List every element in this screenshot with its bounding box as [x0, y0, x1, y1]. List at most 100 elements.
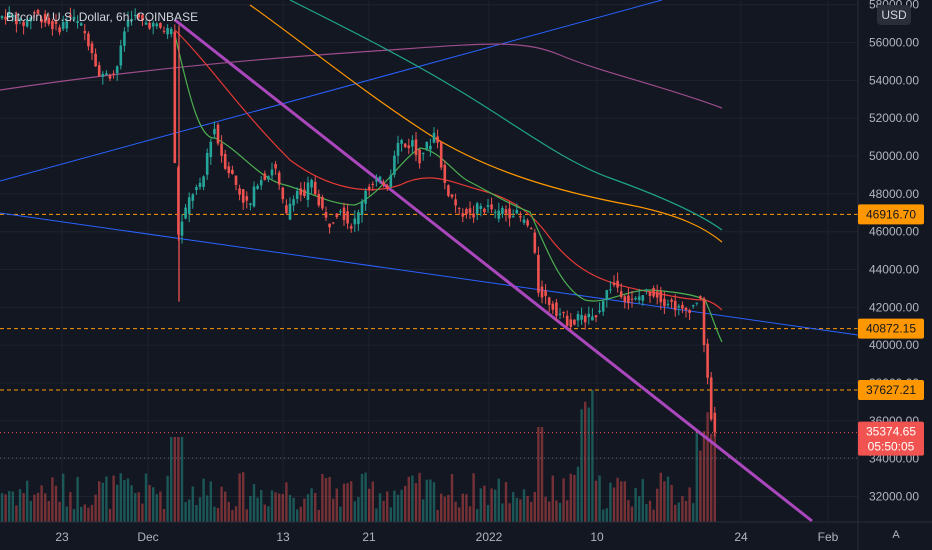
- candle-body: [159, 23, 162, 28]
- last-price-badge: [858, 421, 924, 456]
- trendline-blue-falling[interactable]: [0, 212, 859, 336]
- candle-body: [216, 124, 220, 144]
- candle-body: [249, 203, 252, 205]
- volume-bar: [339, 506, 342, 522]
- volume-bar: [148, 485, 151, 522]
- volume-bar: [551, 475, 554, 522]
- candle-body: [497, 210, 501, 219]
- candle-body: [270, 169, 274, 176]
- candle-body: [209, 141, 213, 158]
- volume-bar: [623, 481, 626, 522]
- candle-body: [641, 295, 645, 301]
- candle-body: [414, 139, 418, 156]
- candle-body: [580, 315, 583, 320]
- candle-body: [321, 196, 324, 209]
- volume-bar: [51, 477, 54, 522]
- candle-body: [353, 218, 357, 225]
- candle-body: [565, 315, 569, 326]
- grid-lines: [0, 0, 858, 522]
- candle-body: [616, 280, 619, 288]
- candle-body: [0, 16, 4, 18]
- y-tick-label: 56000.00: [869, 36, 919, 50]
- candle-body: [342, 207, 346, 220]
- candle-body: [360, 201, 364, 215]
- volume-bar: [26, 480, 29, 522]
- volume-bar: [177, 437, 180, 522]
- volume-bar: [281, 494, 284, 522]
- volume-bar: [94, 494, 97, 522]
- volume-bar: [418, 472, 421, 522]
- candle-body: [346, 211, 349, 224]
- candle-body: [130, 19, 133, 21]
- candle-body: [195, 187, 198, 190]
- volume-bar: [512, 492, 515, 522]
- candle-body: [670, 299, 673, 302]
- bar-countdown-label: 05:50:05: [868, 440, 915, 454]
- volume-bar: [166, 475, 169, 522]
- currency-button[interactable]: USD: [877, 5, 911, 25]
- volume-bar: [533, 491, 536, 522]
- candle-body: [313, 181, 317, 195]
- candle-body: [508, 208, 511, 219]
- x-tick-label: 2022: [476, 530, 503, 544]
- price-level-badge: [858, 318, 924, 339]
- volume-bar: [47, 501, 50, 522]
- volume-bar: [252, 484, 256, 522]
- candle-body: [198, 182, 202, 188]
- volume-bar: [663, 481, 666, 522]
- volume-bar: [396, 494, 400, 522]
- candle-body: [504, 209, 508, 214]
- price-level-label: 37627.21: [866, 383, 916, 397]
- candle-body: [263, 173, 267, 180]
- price-candles: [0, 6, 717, 437]
- volume-bar: [465, 494, 468, 522]
- candle-body: [562, 312, 565, 314]
- volume-bar: [486, 504, 490, 522]
- volume-bar: [274, 492, 277, 522]
- candle-body: [666, 304, 670, 306]
- volume-bar: [584, 401, 587, 522]
- candle-body: [627, 295, 630, 304]
- volume-bar: [515, 497, 518, 522]
- volume-bar: [710, 433, 713, 522]
- volume-bar: [587, 407, 590, 522]
- horizontal-levels: [0, 213, 858, 459]
- x-tick-label: Feb: [818, 530, 839, 544]
- candle-body: [72, 16, 76, 20]
- trendline-purple[interactable]: [174, 18, 813, 523]
- candle-body: [97, 65, 101, 77]
- candle-body: [591, 316, 594, 321]
- candle-body: [472, 213, 475, 218]
- volume-bar: [368, 488, 371, 522]
- volume-bar: [414, 483, 418, 522]
- volume-bar: [659, 472, 662, 522]
- y-tick-label: 46000.00: [869, 225, 919, 239]
- y-tick-label: 54000.00: [869, 73, 919, 87]
- volume-bar: [454, 501, 457, 522]
- candle-body: [144, 22, 148, 25]
- trendline-blue-rising[interactable]: [0, 0, 663, 182]
- volume-bar: [713, 416, 716, 522]
- volume-bar: [0, 493, 4, 522]
- candle-body: [468, 208, 472, 214]
- candle-body: [335, 213, 339, 218]
- volume-bar: [206, 495, 209, 522]
- candle-body: [299, 188, 303, 195]
- candle-body: [69, 15, 72, 17]
- volume-bar: [137, 492, 140, 522]
- candle-body: [634, 298, 637, 300]
- candle-body: [382, 182, 385, 186]
- auto-scale-button[interactable]: A: [892, 529, 900, 541]
- last-price-label: 35374.65: [866, 425, 916, 439]
- time-axis[interactable]: 23 Dec 13 21 2022 10 24 Feb: [55, 530, 838, 544]
- candle-body: [187, 197, 191, 214]
- volume-bar: [695, 430, 698, 522]
- volume-bar: [335, 488, 338, 522]
- volume-bar: [562, 478, 565, 522]
- candle-body: [126, 19, 130, 27]
- volume-bar: [353, 501, 356, 522]
- y-tick-label: 50000.00: [869, 149, 919, 163]
